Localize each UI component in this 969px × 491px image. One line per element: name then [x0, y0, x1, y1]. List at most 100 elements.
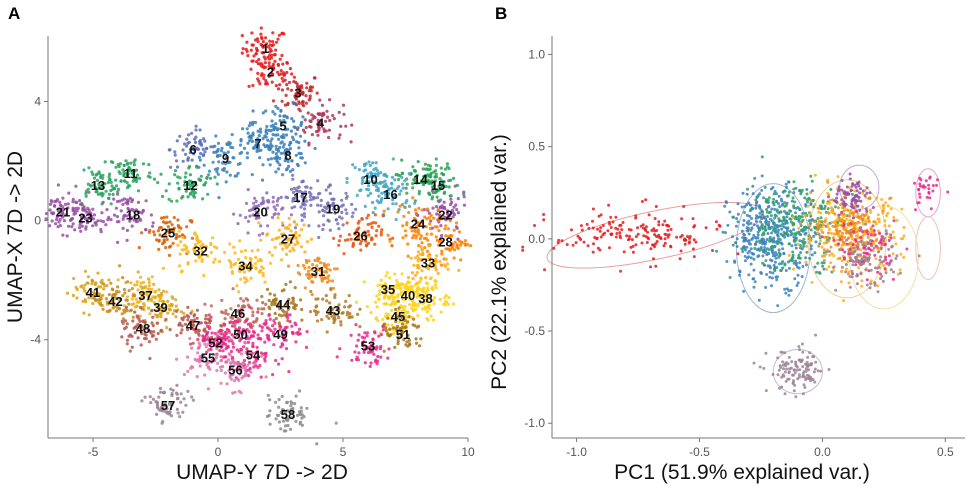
- panel-a-point: [429, 175, 433, 179]
- panel-a-point: [247, 337, 251, 341]
- panel-b-point: [832, 232, 836, 236]
- panel-a-point: [187, 179, 191, 183]
- panel-b-point: [619, 269, 623, 273]
- panel-a-point: [425, 232, 429, 236]
- panel-b-point: [780, 262, 784, 265]
- panel-a-point: [77, 199, 82, 203]
- panel-b-point: [682, 238, 686, 242]
- panel-a-point: [439, 179, 443, 183]
- panel-a-point: [79, 229, 83, 233]
- panel-a-point: [373, 206, 377, 210]
- panel-a-point: [321, 227, 325, 232]
- panel-a-point: [407, 210, 411, 215]
- panel-a-point: [420, 247, 424, 251]
- panel-a-point: [291, 197, 295, 201]
- panel-a-point: [357, 333, 361, 337]
- panel-a-point: [420, 220, 425, 224]
- panel-a-point: [134, 324, 138, 329]
- panel-a-point: [152, 330, 156, 334]
- panel-b-point: [859, 248, 863, 252]
- panel-a-point: [360, 181, 364, 185]
- panel-a-point: [194, 242, 198, 246]
- panel-a-point: [404, 310, 408, 314]
- panel-a-point: [117, 220, 121, 224]
- panel-a-point: [161, 194, 165, 199]
- panel-a-point: [216, 361, 220, 365]
- panel-a-point: [302, 200, 306, 204]
- panel-a-point: [61, 233, 65, 237]
- panel-a-point: [73, 228, 77, 232]
- panel-a-point: [302, 104, 306, 108]
- panel-a-point: [426, 249, 430, 253]
- panel-a-point: [133, 158, 137, 162]
- panel-a-point: [252, 365, 256, 369]
- panel-a-point: [130, 207, 134, 211]
- panel-a-point: [138, 176, 142, 180]
- panel-a-point: [243, 320, 247, 324]
- panel-b-point: [839, 203, 843, 207]
- panel-a-point: [326, 218, 330, 222]
- panel-b-point: [777, 255, 781, 259]
- panel-a-point: [222, 166, 226, 171]
- panel-a-point: [404, 325, 408, 329]
- panel-a-point: [271, 66, 275, 70]
- panel-a-point: [345, 211, 349, 215]
- panel-a-point: [104, 223, 108, 227]
- panel-a-point: [284, 424, 288, 428]
- panel-a-point: [392, 316, 396, 320]
- panel-a-point: [203, 139, 207, 143]
- panel-b-point: [864, 222, 868, 226]
- panel-a-point: [287, 370, 291, 374]
- panel-b-point: [749, 262, 753, 266]
- panel-b-point: [755, 195, 759, 199]
- panel-a-point: [71, 222, 75, 226]
- panel-a-point: [123, 179, 127, 183]
- panel-a-point: [198, 138, 202, 143]
- panel-a-point: [263, 357, 267, 361]
- panel-b-point: [777, 248, 781, 252]
- panel-a-point: [377, 289, 382, 293]
- panel-a-point: [231, 373, 235, 377]
- panel-a-point: [179, 392, 183, 396]
- panel-b-point: [806, 204, 810, 208]
- panel-a-point: [101, 185, 105, 189]
- panel-a-point: [156, 314, 160, 319]
- panel-a-point: [417, 257, 421, 261]
- panel-a-point: [284, 168, 289, 172]
- panel-a-point: [469, 244, 473, 248]
- panel-a-point: [376, 283, 380, 288]
- panel-a-point: [203, 317, 208, 321]
- panel-a-point: [196, 346, 200, 350]
- panel-b-point: [855, 189, 859, 193]
- panel-a-point: [310, 268, 314, 272]
- panel-a-point: [268, 261, 273, 265]
- panel-b-point: [828, 228, 831, 231]
- panel-b-point: [769, 214, 773, 218]
- panel-b-point: [797, 253, 801, 257]
- panel-a-point: [245, 127, 249, 131]
- panel-a-point: [443, 227, 447, 231]
- panel-a-point: [326, 263, 330, 267]
- panel-a-point: [139, 343, 143, 347]
- panel-a-point: [190, 189, 194, 193]
- panel-b-point: [585, 222, 589, 226]
- panel-b-point: [634, 235, 638, 239]
- panel-b-point: [810, 179, 814, 183]
- panel-a-point: [273, 245, 277, 249]
- panel-b-ellipse: [807, 179, 887, 299]
- panel-a-point: [262, 55, 266, 59]
- panel-b-point: [776, 224, 780, 228]
- panel-a-point: [377, 334, 381, 338]
- panel-a-point: [72, 276, 76, 281]
- panel-a-point: [256, 129, 260, 133]
- panel-b-point: [782, 374, 786, 378]
- panel-a-point: [260, 354, 264, 358]
- panel-a-point: [425, 207, 430, 211]
- panel-a-point: [342, 112, 346, 116]
- panel-a-point: [111, 160, 115, 164]
- panel-a-point: [362, 350, 366, 354]
- panel-b-point: [818, 242, 822, 246]
- panel-a-point: [379, 200, 383, 204]
- panel-a-point: [413, 273, 418, 277]
- panel-a-point: [397, 173, 401, 177]
